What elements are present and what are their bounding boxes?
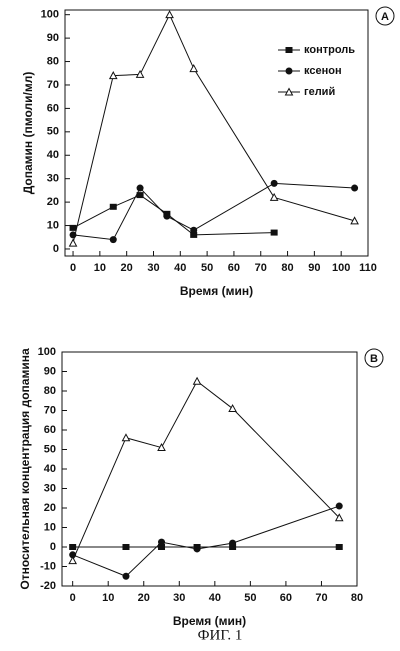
marker-triangle [271,194,278,201]
x-tick-label: 80 [351,592,363,604]
marker-square [122,544,129,550]
marker-square [70,225,77,231]
x-axis-label: Время (мин) [180,284,253,298]
marker-triangle [70,240,77,247]
y-tick-label: 50 [44,443,56,455]
marker-triangle [69,557,76,564]
y-tick-label: 30 [44,482,56,494]
marker-circle [158,539,165,546]
x-tick-label: 80 [281,262,293,274]
marker-square [286,47,293,53]
x-tick-label: 90 [308,262,320,274]
y-tick-label: 90 [44,365,56,377]
y-tick-label: 20 [44,502,56,514]
x-tick-label: 60 [280,592,292,604]
y-tick-label: -20 [40,580,56,592]
x-tick-label: 30 [173,592,185,604]
x-axis-label: Время (мин) [173,614,246,628]
panel-label: A [381,11,389,23]
x-tick-label: 30 [147,262,159,274]
x-tick-label: 70 [255,262,267,274]
marker-circle [271,180,278,187]
y-axis-label: Допамин (пмоли/мл) [21,72,35,195]
marker-circle [110,236,117,243]
x-tick-label: 10 [94,262,106,274]
x-tick-label: 50 [201,262,213,274]
series-line [73,183,355,239]
marker-triangle [166,11,173,18]
x-tick-label: 10 [102,592,114,604]
marker-square [110,204,117,210]
panel-label: B [370,353,378,365]
legend-label: ксенон [304,65,342,77]
y-tick-label: 50 [47,126,59,138]
x-tick-label: 50 [244,592,256,604]
x-tick-label: 20 [121,262,133,274]
y-tick-label: 0 [50,541,56,553]
y-tick-label: -10 [40,560,56,572]
marker-triangle [229,405,236,412]
x-tick-label: 40 [174,262,186,274]
y-axis-label: Относительная концентрация допамина [18,348,32,590]
y-tick-label: 0 [53,243,59,255]
marker-triangle [190,65,197,72]
y-tick-label: 10 [44,521,56,533]
figure: ФИГ. 1 010203040506070809010001020304050… [0,0,400,651]
x-tick-label: 40 [209,592,221,604]
figure-caption: ФИГ. 1 [198,627,243,643]
x-tick-label: 110 [359,262,377,274]
legend-label: контроль [304,44,355,56]
y-tick-label: 30 [47,173,59,185]
y-tick-label: 40 [47,149,59,161]
marker-square [271,230,278,236]
marker-circle [336,503,343,510]
marker-triangle [122,434,129,441]
marker-circle [351,185,358,192]
y-tick-label: 70 [47,79,59,91]
marker-circle [163,213,170,220]
y-tick-label: 10 [47,219,59,231]
series-line [73,506,340,576]
marker-circle [194,545,201,552]
marker-circle [137,185,144,192]
x-tick-label: 100 [332,262,350,274]
marker-circle [229,540,236,547]
y-tick-label: 70 [44,404,56,416]
y-tick-label: 20 [47,196,59,208]
legend-label: гелий [304,86,335,98]
x-tick-label: 0 [70,592,76,604]
x-tick-label: 20 [138,592,150,604]
marker-circle [190,227,197,234]
plot-frame [62,352,357,586]
marker-circle [122,573,129,580]
x-tick-label: 60 [228,262,240,274]
marker-square [336,544,343,550]
marker-triangle [194,378,201,385]
y-tick-label: 90 [47,32,59,44]
marker-circle [286,68,293,75]
marker-square [69,544,76,550]
y-tick-label: 40 [44,463,56,475]
y-tick-label: 80 [44,385,56,397]
y-tick-label: 80 [47,55,59,67]
y-tick-label: 60 [47,102,59,114]
y-tick-label: 100 [41,9,59,21]
x-tick-label: 0 [70,262,76,274]
x-tick-label: 70 [315,592,327,604]
y-tick-label: 60 [44,424,56,436]
y-tick-label: 100 [38,346,56,358]
series-line [73,381,340,560]
